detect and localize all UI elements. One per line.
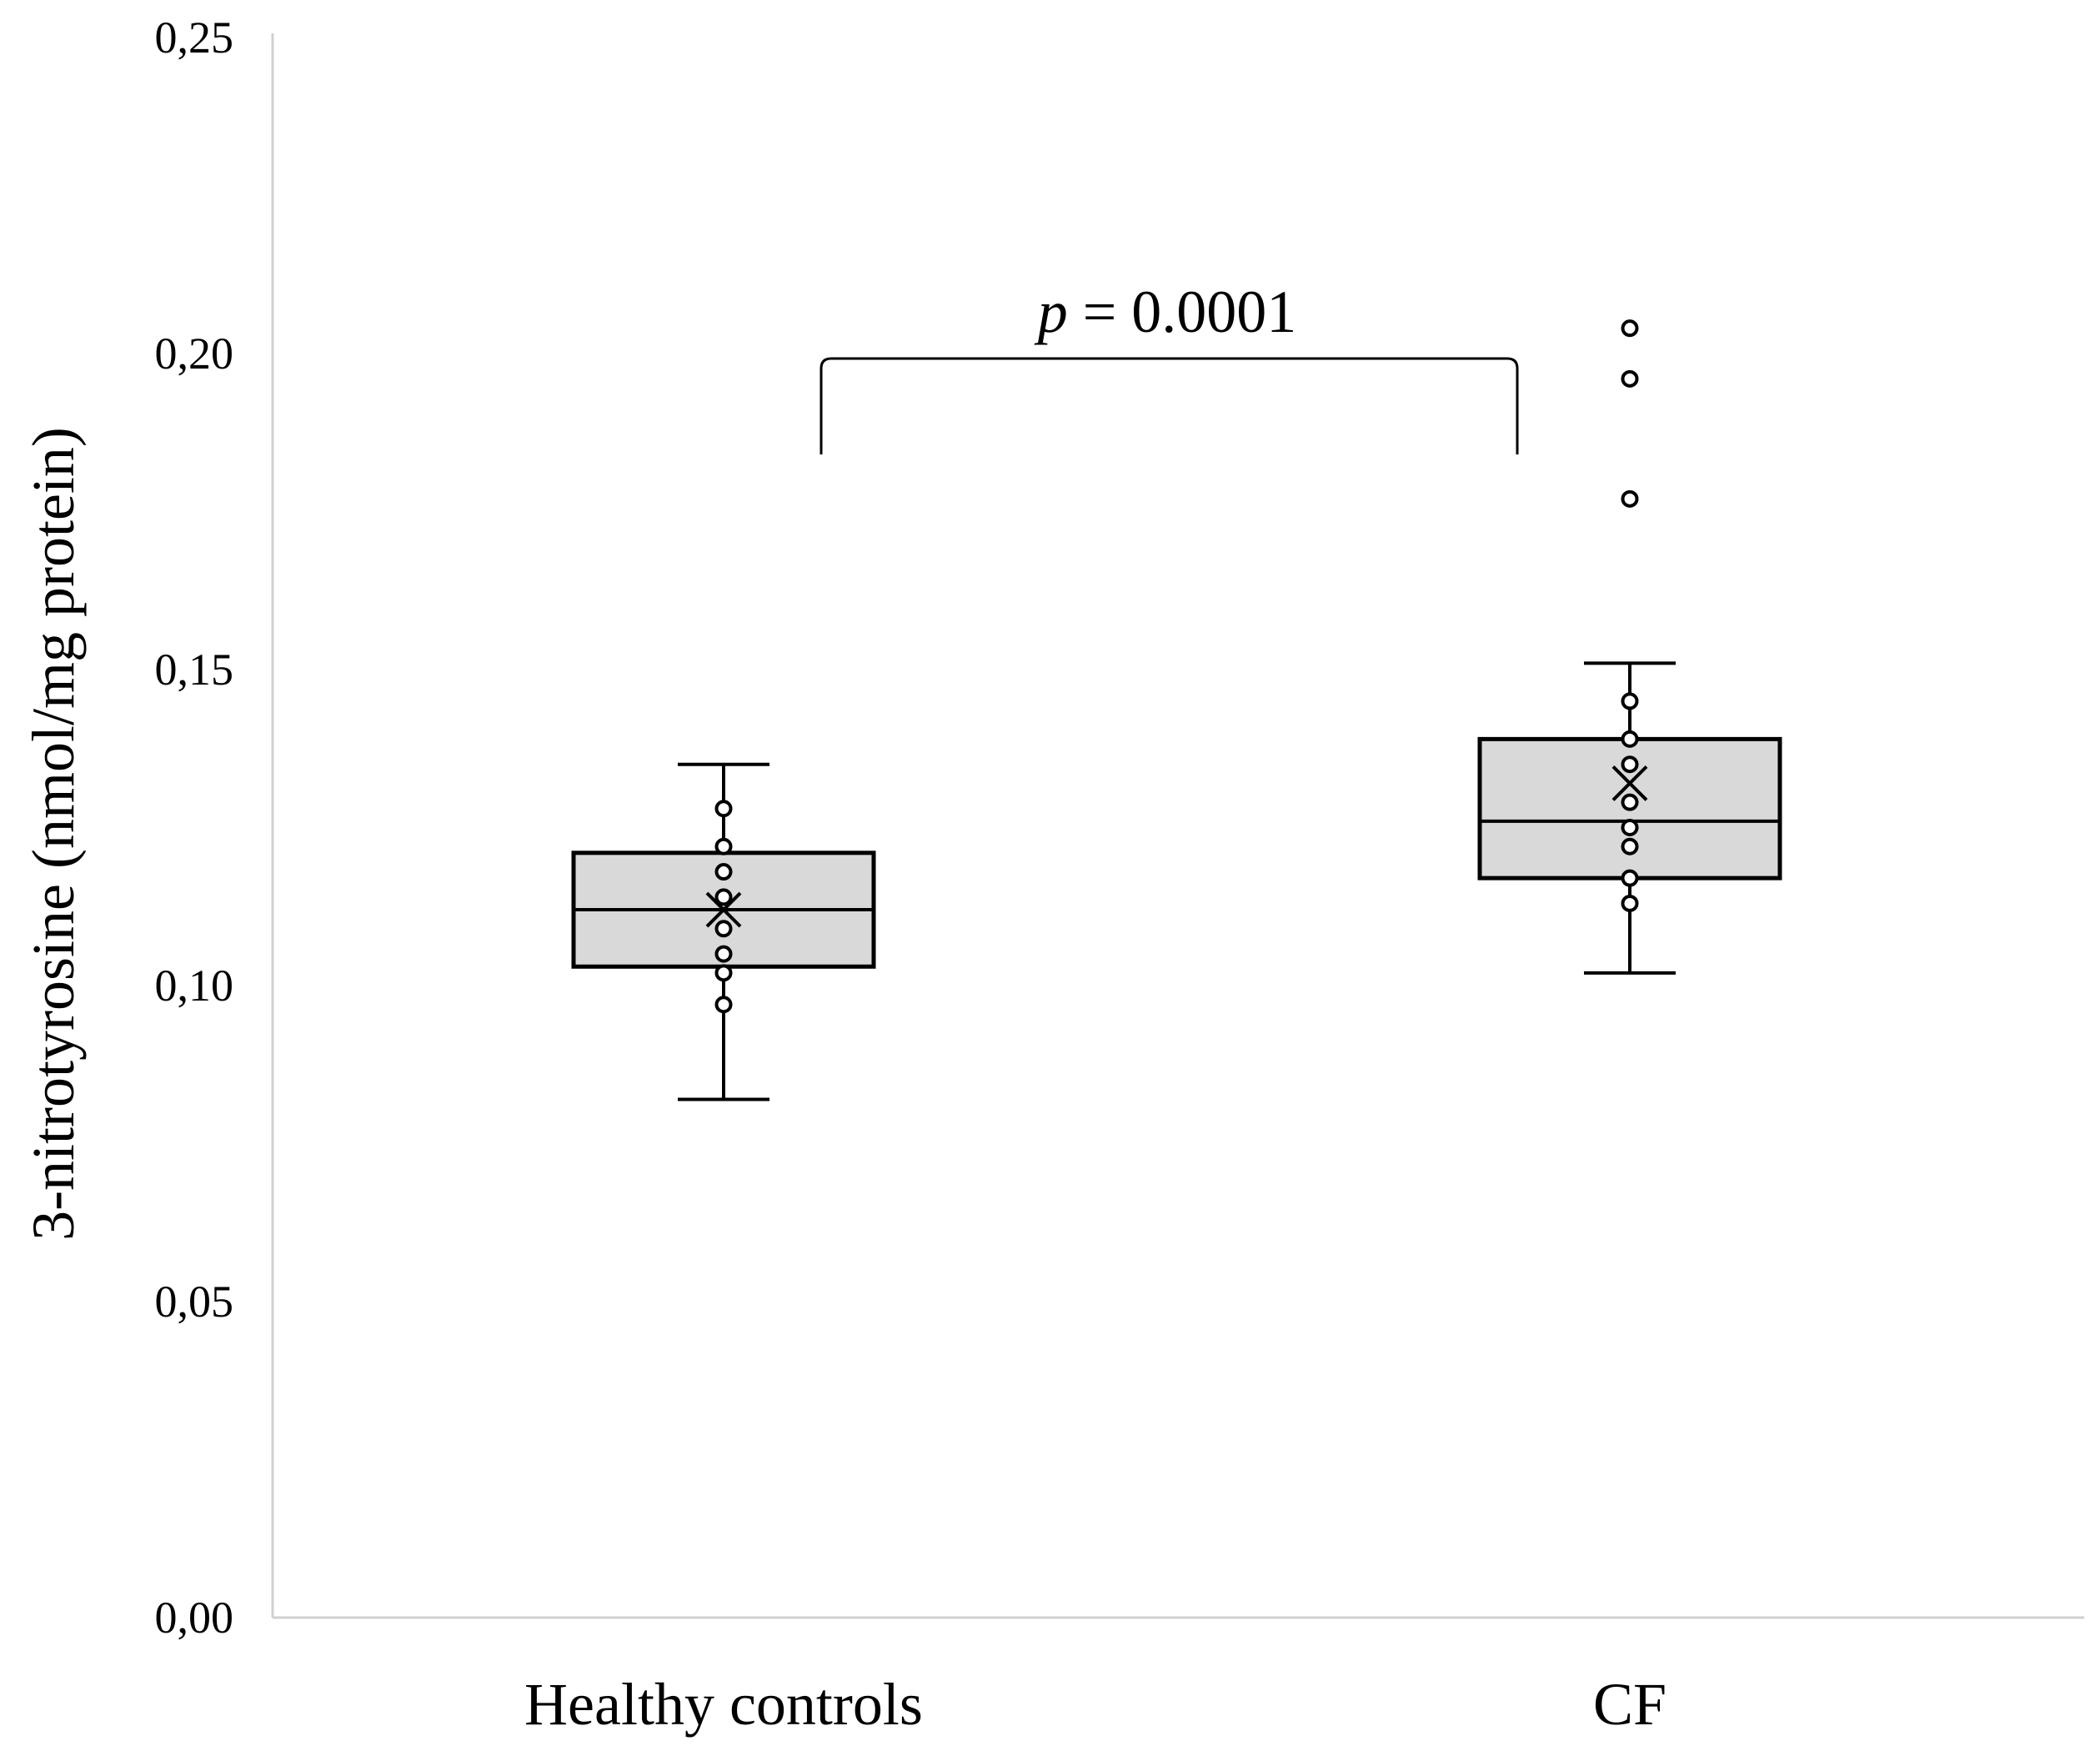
box-group xyxy=(571,762,876,1101)
data-point xyxy=(714,888,733,906)
x-category-label: CF xyxy=(1593,1671,1666,1738)
y-tick-label: 0,20 xyxy=(155,329,234,379)
data-point xyxy=(1621,837,1639,855)
outlier-point xyxy=(1621,319,1639,338)
data-point xyxy=(714,964,733,982)
data-point xyxy=(1621,869,1639,887)
data-point xyxy=(714,920,733,938)
mean-marker xyxy=(1611,765,1648,801)
y-tick-label: 0,00 xyxy=(155,1593,234,1643)
data-point xyxy=(714,837,733,855)
p-value-label: p = 0.0001 xyxy=(1034,278,1297,345)
x-category-label: Healthy controls xyxy=(524,1671,923,1738)
axes: 0,00 0,05 0,10 0,15 0,20 0,25 Healthy controls… xyxy=(155,13,2084,1738)
data-point xyxy=(714,863,733,881)
data-point xyxy=(1621,819,1639,836)
y-tick-label: 0,10 xyxy=(155,961,234,1011)
significance-bracket xyxy=(819,357,1519,454)
box-group xyxy=(1477,319,1782,975)
y-tick-label: 0,25 xyxy=(155,13,234,63)
data-point xyxy=(1621,755,1639,774)
mean-marker xyxy=(705,891,742,928)
y-axis-title: 3-nitrotyrosine (nmol/mg protein) xyxy=(20,427,87,1241)
data-point xyxy=(1621,894,1639,912)
data-point xyxy=(1621,793,1639,811)
data-point xyxy=(714,996,733,1014)
data-point xyxy=(1621,692,1639,710)
significance-annotation: p = 0.0001 xyxy=(819,278,1519,454)
data-point xyxy=(714,800,733,818)
outlier-point xyxy=(1621,489,1639,508)
y-tick-label: 0,05 xyxy=(155,1277,234,1327)
outlier-point xyxy=(1621,369,1639,388)
data-point xyxy=(714,945,733,963)
data-point xyxy=(1621,730,1639,748)
plot-area xyxy=(571,319,1782,1101)
y-tick-label: 0,15 xyxy=(155,645,234,695)
